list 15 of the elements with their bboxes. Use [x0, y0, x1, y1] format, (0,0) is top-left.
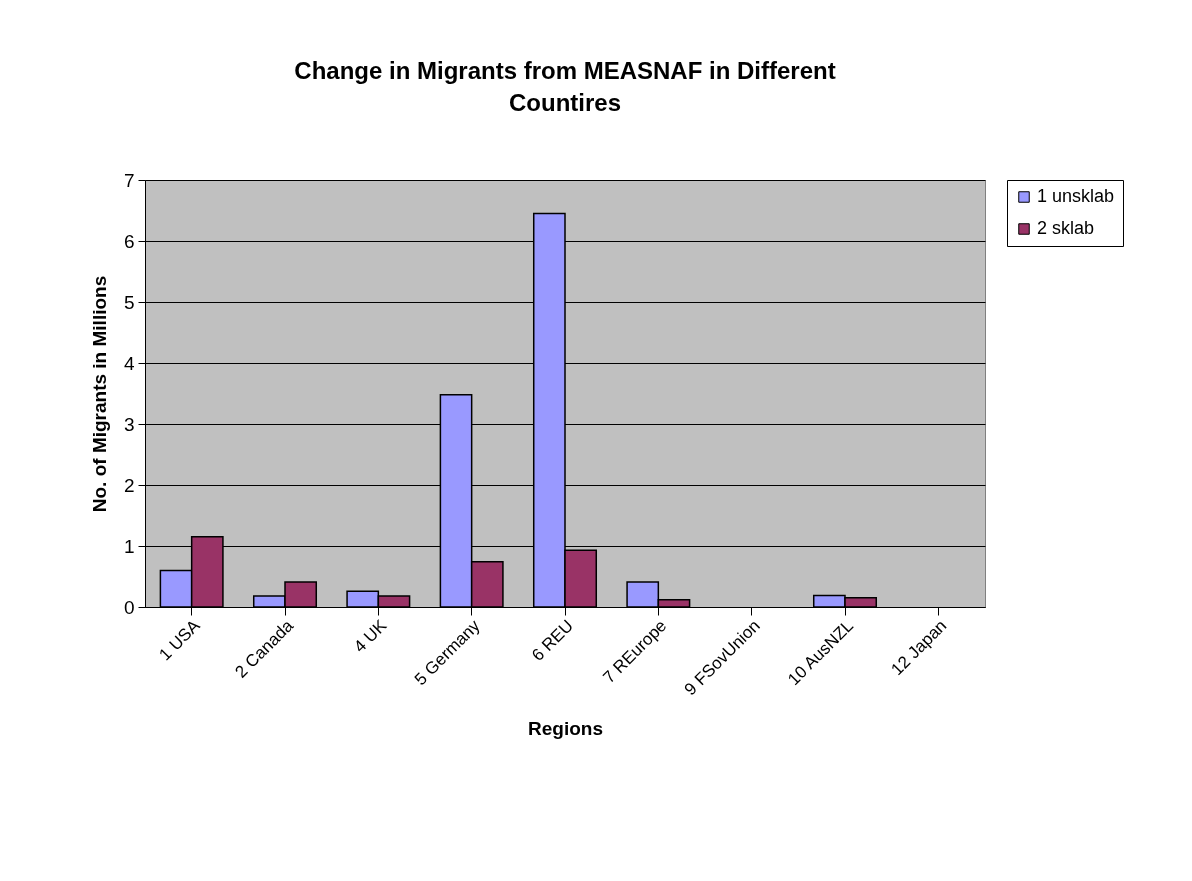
- x-tick-label: 1 USA: [155, 615, 205, 665]
- legend-label: 1 unsklab: [1037, 186, 1115, 206]
- y-tick-label: 0: [123, 596, 135, 618]
- chart-title: Change in Migrants from MEASNAF in Different Countires: [294, 57, 836, 116]
- y-tick-label: 1: [123, 535, 135, 557]
- x-tick-label: 4 UK: [350, 615, 391, 657]
- x-axis-title: Regions: [528, 718, 603, 740]
- y-axis-title: No. of Migrants in Millions: [88, 275, 110, 513]
- y-tick-label: 5: [123, 291, 135, 313]
- y-tick-label: 4: [123, 352, 135, 374]
- y-tick-label: 6: [123, 230, 135, 252]
- legend-label: 2 sklab: [1037, 218, 1095, 238]
- y-tick-label: 2: [123, 474, 135, 496]
- y-tick-label: 3: [123, 413, 135, 435]
- y-tick-label: 7: [123, 169, 135, 191]
